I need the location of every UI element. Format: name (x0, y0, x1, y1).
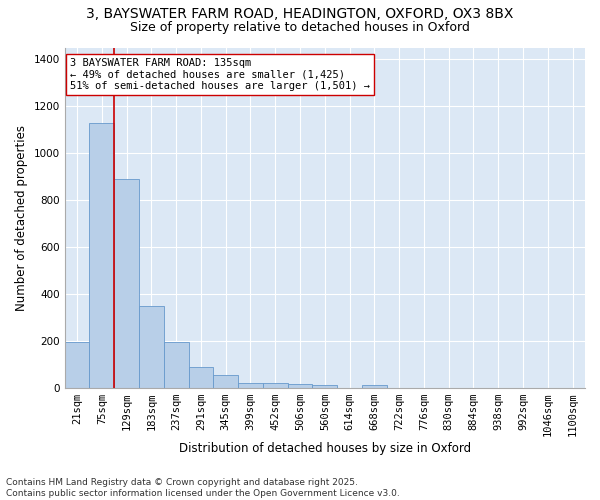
Bar (164, 342, 188, 388)
Text: 3, BAYSWATER FARM ROAD, HEADINGTON, OXFORD, OX3 8BX: 3, BAYSWATER FARM ROAD, HEADINGTON, OXFO… (86, 8, 514, 22)
Bar (65, 342, 89, 388)
Text: Contains HM Land Registry data © Crown copyright and database right 2025.
Contai: Contains HM Land Registry data © Crown c… (6, 478, 400, 498)
Bar (238, 383, 263, 388)
Bar (188, 366, 214, 388)
Bar (139, 306, 164, 388)
Text: Size of property relative to detached houses in Oxford: Size of property relative to detached ho… (130, 21, 470, 34)
Bar (89, 122, 114, 388)
Bar (214, 375, 238, 388)
Y-axis label: Number of detached properties: Number of detached properties (15, 124, 28, 310)
Text: 3 BAYSWATER FARM ROAD: 135sqm
← 49% of detached houses are smaller (1,425)
51% o: 3 BAYSWATER FARM ROAD: 135sqm ← 49% of d… (70, 58, 370, 91)
Bar (287, 384, 313, 388)
Bar (114, 179, 139, 388)
Bar (362, 386, 387, 388)
X-axis label: Distribution of detached houses by size in Oxford: Distribution of detached houses by size … (179, 442, 471, 455)
Bar (263, 383, 287, 388)
Bar (313, 386, 337, 388)
